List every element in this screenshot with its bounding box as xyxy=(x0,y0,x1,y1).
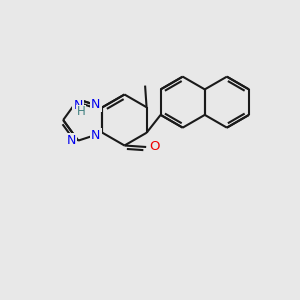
Text: N: N xyxy=(67,134,76,147)
Text: N: N xyxy=(91,98,101,111)
Text: N: N xyxy=(74,99,83,112)
Text: N: N xyxy=(91,129,101,142)
Text: H: H xyxy=(77,106,85,118)
Text: O: O xyxy=(149,140,160,153)
